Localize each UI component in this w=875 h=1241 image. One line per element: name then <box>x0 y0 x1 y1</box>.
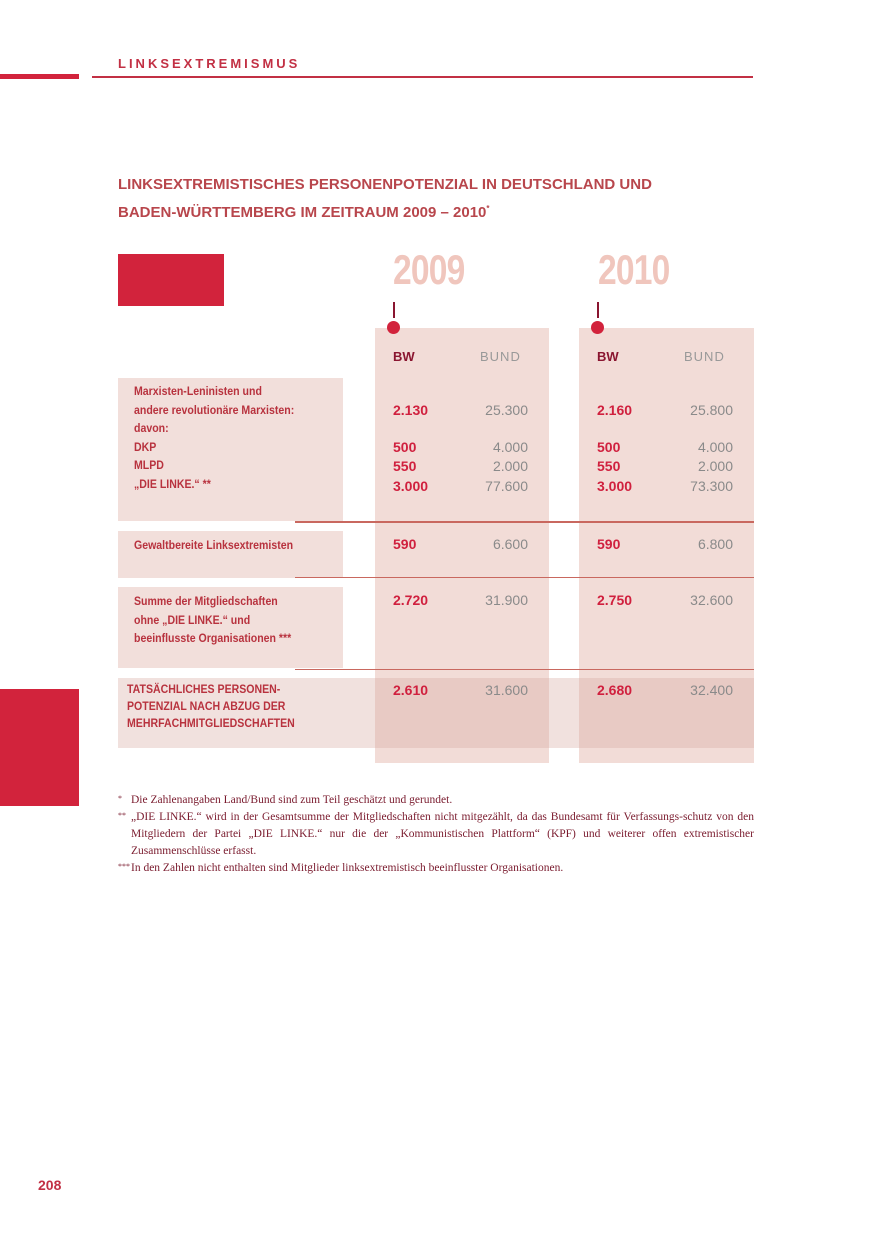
footnote-text: „DIE LINKE.“ wird in der Gesamtsumme der… <box>131 811 754 857</box>
footnote: *** In den Zahlen nicht enthalten sind Mi… <box>118 860 754 877</box>
row-label-box-3 <box>118 587 343 668</box>
label-line: „DIE LINKE.“ ** <box>134 476 211 491</box>
row-divider <box>295 521 754 523</box>
label-line: Marxisten-Leninisten und <box>134 384 262 398</box>
value-bund-2010: 4.000 <box>697 439 733 455</box>
table-title-line-1: LINKSEXTREMISTISCHES PERSONENPOTENZIAL I… <box>118 176 652 193</box>
year-marker-line <box>597 302 599 318</box>
value-bw-2010: 2.160 <box>597 402 633 418</box>
footnote-text: Die Zahlenangaben Land/Bund sind zum Tei… <box>131 794 453 806</box>
column-2010-background <box>579 328 754 763</box>
year-marker-dot <box>591 321 604 334</box>
row-label-box-2 <box>118 531 343 578</box>
footnote: * Die Zahlenangaben Land/Bund sind zum Te… <box>118 792 754 809</box>
title-text: BADEN-WÜRTTEMBERG IM ZEITRAUM 2009 – 201… <box>118 204 487 221</box>
value-bund-2010: 2.000 <box>697 458 733 474</box>
value-bw-2009: 3.000 <box>393 478 429 494</box>
label-line: ohne „DIE LINKE.“ und <box>134 612 251 627</box>
total-row-box <box>118 678 754 748</box>
value-bw-2009: 550 <box>393 458 417 474</box>
value-bw-2010: 550 <box>597 458 621 474</box>
value-bund-2010: 32.600 <box>690 592 733 608</box>
decorative-red-box <box>118 254 224 306</box>
value-bw-2010: 2.750 <box>597 592 633 608</box>
header-accent-bar <box>0 74 79 79</box>
year-marker-dot <box>387 321 400 334</box>
value-bund-2009: 25.300 <box>485 402 528 418</box>
col-header-bw-2010: BW <box>597 349 619 364</box>
footnote-mark: ** <box>118 811 126 820</box>
table-title-line-2: BADEN-WÜRTTEMBERG IM ZEITRAUM 2009 – 201… <box>118 204 490 221</box>
value-bund-2009: 31.600 <box>485 682 528 698</box>
page-number: 208 <box>38 1177 62 1193</box>
side-accent-bar <box>0 689 79 806</box>
row-label-marxisten: Marxisten-Leninisten und andere revoluti… <box>134 382 294 493</box>
row-divider <box>295 577 754 578</box>
label-line: davon: <box>134 421 169 435</box>
value-bw-2009: 500 <box>393 439 417 455</box>
row-divider <box>295 669 754 670</box>
label-line: TATSÄCHLICHES PERSONEN- <box>127 682 281 696</box>
value-bund-2009: 77.600 <box>485 478 528 494</box>
value-bw-2009: 2.130 <box>393 402 429 418</box>
col-header-bund-2010: BUND <box>684 349 725 364</box>
value-bw-2009: 2.720 <box>393 592 429 608</box>
section-header: LINKSEXTREMISMUS <box>118 56 301 71</box>
row-label-summe: Summe der Mitgliedschaften ohne „DIE LIN… <box>134 592 291 648</box>
year-2009-heading: 2009 <box>393 246 465 293</box>
footnote: ** „DIE LINKE.“ wird in der Gesamtsumme d… <box>118 809 754 860</box>
year-marker-line <box>393 302 395 318</box>
column-2009-background <box>375 328 549 763</box>
header-rule <box>92 76 753 78</box>
label-line: MLPD <box>134 458 164 472</box>
value-bund-2010: 73.300 <box>690 478 733 494</box>
label-line: Summe der Mitgliedschaften <box>134 594 278 608</box>
label-line: beeinflusste Organisationen *** <box>134 631 292 645</box>
value-bw-2010: 3.000 <box>597 478 633 494</box>
title-footnote-marker: * <box>486 204 490 213</box>
value-bund-2010: 32.400 <box>690 682 733 698</box>
row-label-total: TATSÄCHLICHES PERSONEN- POTENZIAL NACH A… <box>127 681 295 732</box>
value-bw-2010: 2.680 <box>597 682 633 698</box>
value-bund-2010: 25.800 <box>690 402 733 418</box>
col-header-bw-2009: BW <box>393 349 415 364</box>
value-bw-2009: 590 <box>393 536 417 552</box>
label-line: MEHRFACHMITGLIEDSCHAFTEN <box>127 716 295 730</box>
footnote-mark: *** <box>118 862 130 871</box>
footnote-text: In den Zahlen nicht enthalten sind Mitgl… <box>131 862 564 874</box>
value-bund-2010: 6.800 <box>697 536 733 552</box>
year-2010-heading: 2010 <box>598 246 670 293</box>
label-line: DKP <box>134 439 157 454</box>
row-label-box-1 <box>118 378 343 521</box>
value-bund-2009: 4.000 <box>492 439 528 455</box>
footnote-mark: * <box>118 794 122 803</box>
col-header-bund-2009: BUND <box>480 349 521 364</box>
label-line: andere revolutionäre Marxisten: <box>134 402 295 417</box>
value-bw-2010: 590 <box>597 536 621 552</box>
value-bund-2009: 6.600 <box>492 536 528 552</box>
label-line: POTENZIAL NACH ABZUG DER <box>127 699 286 713</box>
value-bw-2010: 500 <box>597 439 621 455</box>
value-bund-2009: 31.900 <box>485 592 528 608</box>
value-bw-2009: 2.610 <box>393 682 429 698</box>
value-bund-2009: 2.000 <box>492 458 528 474</box>
row-label-gewaltbereite: Gewaltbereite Linksextremisten <box>134 538 294 552</box>
